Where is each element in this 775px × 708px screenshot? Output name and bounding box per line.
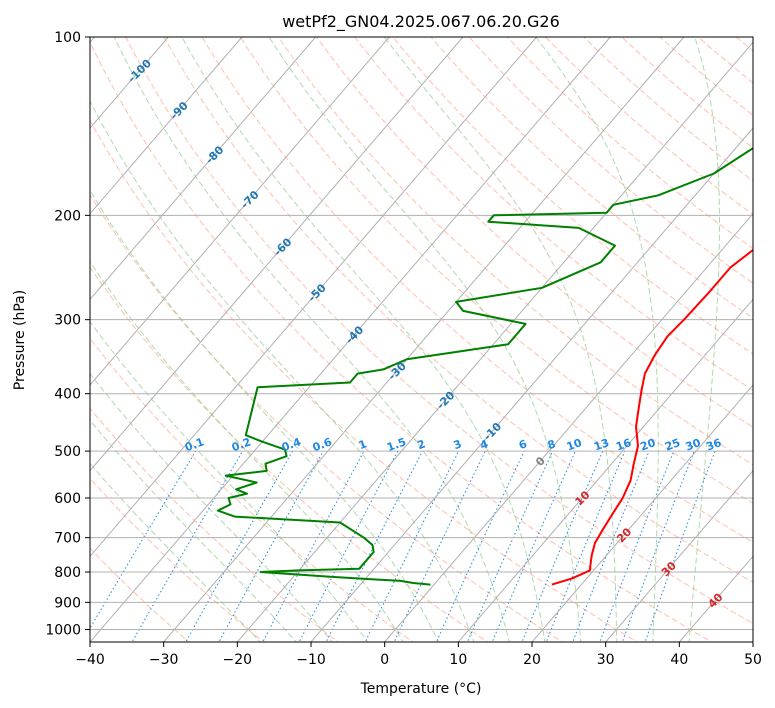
y-tick-label: 300 <box>54 313 81 329</box>
y-tick-label: 900 <box>54 595 81 611</box>
y-tick-label: 400 <box>54 387 81 403</box>
isotherm <box>384 212 753 642</box>
y-axis-label: Pressure (hPa) <box>12 290 28 390</box>
y-tick-label: 700 <box>54 531 81 547</box>
mixing-ratio-label: 0.1 <box>183 435 206 454</box>
mixing-ratio-line <box>599 450 675 642</box>
dry-adiabat <box>758 24 775 645</box>
mixing-ratio-label: 30 <box>684 436 703 454</box>
y-tick-label: 1000 <box>45 622 81 638</box>
y-tick-label: 800 <box>54 565 81 581</box>
dry-adiabat <box>90 119 638 642</box>
moist-adiabat <box>90 260 404 642</box>
isotherm <box>90 37 390 386</box>
moist-adiabat <box>113 37 510 642</box>
mixing-ratio-line <box>521 450 604 642</box>
x-tick-label: −10 <box>296 652 326 668</box>
dry-adiabat <box>163 37 753 583</box>
mixing-ratio-label: 0.6 <box>311 435 334 454</box>
x-tick-label: 50 <box>744 652 762 668</box>
mixing-ratio-label: 36 <box>704 436 723 454</box>
dry-adiabat <box>239 37 753 504</box>
mixing-ratio-line <box>218 450 324 642</box>
y-tick-label: 200 <box>54 208 81 224</box>
mixing-ratio-line <box>572 450 650 642</box>
dry-adiabat <box>659 37 753 116</box>
moist-adiabat <box>90 372 333 642</box>
mixing-ratio-line <box>298 450 399 642</box>
moist-adiabat <box>181 37 546 642</box>
moist-adiabat <box>383 37 618 642</box>
dry-adiabat <box>354 37 753 391</box>
dry-adiabat <box>392 37 753 355</box>
x-tick-label: 0 <box>380 652 389 668</box>
plot-frame <box>89 36 754 643</box>
x-tick-label: −40 <box>75 652 105 668</box>
dry-adiabat <box>201 37 753 543</box>
dry-adiabat <box>430 37 753 319</box>
isotherm <box>605 469 753 642</box>
mixing-ratio-label: 20 <box>639 436 658 454</box>
moist-adiabat <box>535 37 659 642</box>
mixing-ratio-line <box>621 450 695 642</box>
temperature-line <box>551 248 753 586</box>
mixing-ratio-label: 25 <box>663 436 682 453</box>
dry-adiabat <box>90 547 190 642</box>
mixing-ratio-line <box>325 450 423 642</box>
moist-adiabat <box>90 100 475 642</box>
mixing-ratio-label: 13 <box>592 436 611 453</box>
isotherm <box>90 37 538 558</box>
mixing-ratio-label: 2 <box>415 437 427 452</box>
dry-adiabat <box>90 337 414 642</box>
dry-adiabat <box>582 37 753 182</box>
mixing-ratio-line <box>491 450 576 642</box>
mixing-ratio-label: 6 <box>517 437 529 452</box>
isotherm <box>90 37 317 301</box>
x-tick-label: 40 <box>670 652 688 668</box>
isotherm <box>457 298 753 642</box>
moist-adiabat <box>90 419 297 642</box>
mixing-ratio-line <box>545 450 626 642</box>
x-axis-label: Temperature (°C) <box>360 681 482 697</box>
mixing-ratio-label: 16 <box>614 436 633 454</box>
dry-adiabat <box>735 37 753 52</box>
isotherm <box>90 37 464 472</box>
x-tick-label: 20 <box>523 652 541 668</box>
isotherm <box>752 641 753 642</box>
isotherm <box>236 41 753 642</box>
mixing-ratio-label: 1 <box>357 437 369 452</box>
y-tick-label: 100 <box>54 30 81 46</box>
dry-adiabat <box>315 37 753 428</box>
mixing-ratio-label: 8 <box>546 437 558 452</box>
isotherm <box>163 37 685 642</box>
isotherm <box>90 37 611 642</box>
x-tick-label: −20 <box>223 652 253 668</box>
mixing-ratio-label: 4 <box>478 437 490 452</box>
mixing-ratio-label: 10 <box>565 436 584 454</box>
dry-adiabat <box>125 37 753 624</box>
isotherm <box>310 127 753 642</box>
mixing-ratio-line <box>644 450 716 642</box>
mixing-ratio-label: 3 <box>452 437 464 452</box>
x-tick-label: 10 <box>449 652 467 668</box>
dewpoint-line <box>216 147 753 586</box>
x-tick-label: −30 <box>149 652 179 668</box>
isotherm <box>90 37 243 215</box>
y-tick-label: 500 <box>54 444 81 460</box>
moist-adiabat <box>90 320 369 642</box>
y-tick-label: 600 <box>54 491 81 507</box>
moist-adiabat <box>268 37 582 642</box>
dry-adiabat <box>506 37 753 250</box>
mixing-ratio-label: 1.5 <box>385 435 408 454</box>
x-tick-label: 30 <box>597 652 615 668</box>
isotherm <box>531 384 753 642</box>
moist-adiabat <box>90 189 440 642</box>
chart-title: wetPf2_GN04.2025.067.06.20.G26 <box>282 12 560 32</box>
mixing-ratio-label: 0.2 <box>230 435 253 454</box>
mixing-ratio-line <box>393 450 486 642</box>
mixing-ratio-line <box>435 450 525 642</box>
mixing-ratio-line <box>364 450 460 642</box>
mixing-ratio-label: 0.4 <box>280 435 303 454</box>
